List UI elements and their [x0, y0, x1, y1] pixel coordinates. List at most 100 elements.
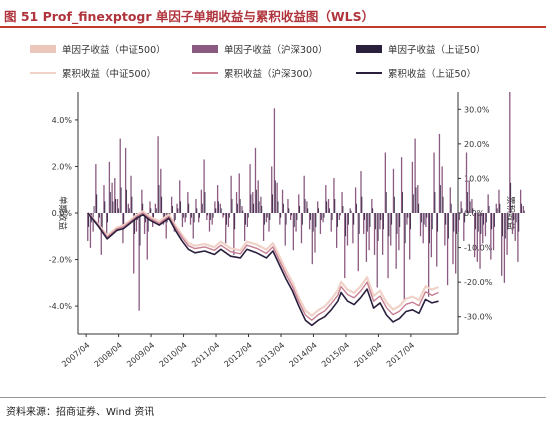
- legend-line-hs300: [192, 72, 218, 74]
- bar-hs300: [298, 194, 300, 213]
- bar-hs300: [452, 213, 454, 265]
- bar-sz50: [339, 213, 341, 216]
- bar-hs300: [116, 199, 119, 213]
- bar-hs300: [344, 213, 346, 279]
- x-tick-label: 2008/04: [93, 341, 124, 369]
- bar-hs300: [514, 213, 516, 241]
- bar-hs300: [130, 175, 132, 213]
- bar-sz50: [161, 196, 163, 213]
- bar-hs300: [271, 166, 273, 213]
- bar-sz50: [101, 213, 103, 230]
- bar-sz50: [231, 199, 233, 213]
- bar-hs300: [276, 182, 278, 213]
- bar-hs300: [308, 213, 311, 230]
- bar-hs300: [295, 213, 297, 232]
- bar-sz50: [123, 213, 125, 227]
- bar-sz50: [418, 203, 420, 213]
- bar-hs300: [517, 213, 519, 262]
- bar-sz50: [469, 201, 471, 213]
- bar-hs300: [257, 180, 259, 213]
- bar-hs300: [387, 213, 389, 279]
- bar-sz50: [510, 182, 512, 213]
- bar-hs300: [141, 189, 143, 213]
- bar-sz50: [329, 208, 330, 213]
- bar-hs300: [314, 213, 316, 253]
- bar-sz50: [107, 213, 108, 223]
- bar-hs300: [95, 164, 97, 213]
- y2-tick-label: 30.0%: [464, 105, 490, 114]
- bar-hs300: [300, 213, 303, 244]
- bar-sz50: [334, 199, 336, 213]
- bar-sz50: [174, 213, 176, 220]
- bar-hs300: [446, 213, 449, 286]
- bar-sz50: [372, 208, 374, 213]
- bar-sz50: [245, 213, 246, 225]
- bar-sz50: [199, 213, 200, 218]
- bar-hs300: [265, 213, 267, 223]
- bar-sz50: [356, 203, 357, 213]
- bar-sz50: [347, 213, 349, 225]
- bar-sz50: [439, 185, 441, 213]
- bar-sz50: [228, 213, 230, 218]
- bar-hs300: [379, 213, 381, 230]
- bar-hs300: [398, 213, 400, 251]
- bar-hs300: [279, 213, 281, 225]
- bar-hs300: [473, 213, 476, 258]
- bar-sz50: [142, 203, 144, 213]
- bar-sz50: [393, 196, 395, 213]
- bar-sz50: [204, 192, 206, 213]
- bar-hs300: [511, 213, 514, 234]
- bar-sz50: [434, 192, 436, 213]
- bar-sz50: [266, 213, 268, 218]
- bar-sz50: [118, 208, 119, 213]
- bar-hs300: [187, 192, 189, 213]
- bar-sz50: [407, 213, 409, 218]
- legend-label-line-zz500: 累积收益（中证500）: [62, 69, 157, 80]
- bar-sz50: [215, 208, 217, 213]
- bar-hs300: [444, 213, 446, 246]
- bar-sz50: [109, 192, 111, 213]
- bar-hs300: [492, 213, 495, 251]
- legend-item-bar-zz500: 单因子收益（中证500）: [30, 42, 166, 56]
- bar-hs300: [341, 192, 343, 213]
- bar-hs300: [214, 201, 216, 213]
- bar-sz50: [253, 203, 255, 213]
- bar-sz50: [223, 213, 225, 216]
- bar-sz50: [342, 206, 344, 213]
- bar-hs300: [419, 213, 422, 237]
- bar-hs300: [135, 213, 138, 232]
- bar-sz50: [201, 203, 203, 213]
- bar-hs300: [457, 213, 460, 232]
- bar-sz50: [312, 213, 314, 232]
- legend-swatch-bar-sz50: [356, 45, 382, 53]
- x-tick-label: 2017/04: [385, 341, 416, 369]
- bar-hs300: [471, 199, 473, 213]
- bar-hs300: [349, 208, 351, 213]
- bar-hs300: [89, 213, 92, 248]
- bar-sz50: [134, 213, 136, 234]
- bar-hs300: [384, 152, 386, 213]
- bar-sz50: [361, 196, 363, 213]
- bar-hs300: [365, 213, 368, 262]
- bar-hs300: [352, 213, 354, 244]
- bar-hs300: [206, 213, 208, 220]
- bar-sz50: [182, 213, 184, 218]
- bar-sz50: [515, 213, 517, 223]
- y2-tick-label: -30.0%: [464, 313, 493, 322]
- bar-sz50: [272, 194, 274, 213]
- bar-sz50: [472, 208, 474, 213]
- bar-hs300: [346, 213, 349, 246]
- bar-sz50: [120, 187, 122, 213]
- bar-sz50: [485, 213, 487, 223]
- legend-line-zz500: [30, 72, 56, 74]
- bar-sz50: [172, 206, 173, 213]
- bar-hs300: [411, 161, 414, 213]
- x-tick-label: 2012/04: [223, 341, 254, 369]
- bar-hs300: [235, 192, 238, 213]
- bar-hs300: [106, 213, 108, 237]
- bar-sz50: [491, 213, 493, 230]
- bar-sz50: [285, 213, 287, 225]
- bar-sz50: [475, 213, 476, 230]
- bar-sz50: [445, 213, 447, 225]
